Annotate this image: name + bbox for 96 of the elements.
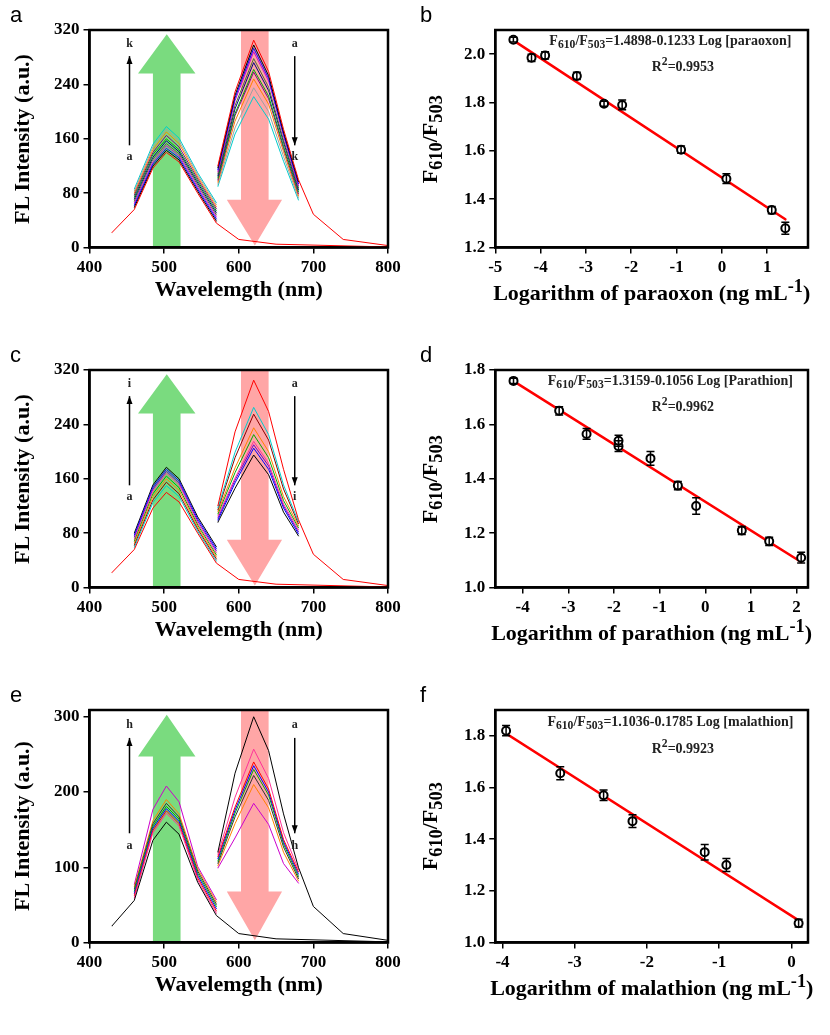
x-tick-label: 1: [746, 597, 756, 617]
x-axis-title: Logarithm of paraoxon (ng mL$^{-1}$): [493, 275, 811, 306]
y-tick-label: 1.0: [464, 931, 486, 951]
x-tick-label: 600: [226, 257, 252, 277]
x-tick-label: -3: [561, 597, 576, 617]
annotation: k: [291, 148, 299, 164]
chart-title: d: [420, 342, 433, 368]
annotation: R$^{2}$=0.9923: [651, 737, 715, 758]
y-tick-label: 200: [54, 781, 80, 801]
y-tick-label: 2.0: [464, 43, 486, 63]
x-axis-title: Logarithm of malathion (ng mL$^{-1}$): [490, 970, 814, 1001]
y-tick-label: 240: [54, 73, 80, 93]
y-tick-label: 160: [54, 468, 80, 488]
annotation: h: [126, 716, 133, 732]
chart-title: c: [10, 342, 21, 368]
x-tick-label: -4: [533, 257, 549, 277]
y-tick-label: 80: [62, 522, 80, 542]
chart-title: a: [10, 2, 23, 28]
annotation: a: [291, 375, 298, 391]
x-tick-label: -5: [488, 257, 503, 277]
x-tick-label: -1: [652, 597, 667, 617]
y-tick-label: 1.0: [464, 576, 486, 596]
y-tick-label: 320: [54, 359, 80, 379]
y-tick-label: 80: [62, 182, 80, 202]
annotation: R$^{2}$=0.9962: [651, 394, 715, 415]
x-tick-label: 800: [375, 952, 401, 972]
x-axis-title: Logarithm of parathion (ng mL$^{-1}$): [491, 615, 812, 646]
y-tick-label: 1.6: [464, 140, 486, 160]
y-tick-label: 320: [54, 19, 80, 39]
annotation: F$_{610}$/F$_{503}$=1.1036-0.1785 Log [malathion]: [547, 713, 794, 733]
chart-title: e: [10, 682, 23, 708]
y-tick-label: 100: [54, 856, 80, 876]
annotation: a: [291, 716, 298, 732]
x-axis-title: Wavelemgth (nm): [154, 970, 323, 997]
y-tick-label: 1.4: [464, 828, 486, 848]
x-tick-label: 700: [300, 597, 327, 617]
annotation: a: [126, 837, 133, 853]
y-axis-title: FL Intensity (a.u.): [8, 393, 35, 564]
x-tick-label: 500: [151, 597, 177, 617]
x-tick-label: 700: [300, 952, 327, 972]
y-tick-label: 160: [54, 128, 80, 148]
y-tick-label: 0: [71, 576, 80, 596]
x-tick-label: -4: [515, 597, 531, 617]
annotation: k: [126, 35, 133, 51]
x-tick-label: 400: [76, 952, 103, 972]
y-axis-title: FL Intensity (a.u.): [8, 741, 35, 912]
x-tick-label: 400: [76, 257, 103, 277]
x-tick-label: -3: [578, 257, 593, 277]
x-tick-label: 0: [701, 597, 710, 617]
annotation: R$^{2}$=0.9953: [651, 54, 715, 75]
y-tick-label: 1.8: [464, 359, 486, 379]
x-tick-label: -3: [567, 952, 582, 972]
x-tick-label: 400: [76, 597, 103, 617]
x-tick-label: 600: [226, 952, 252, 972]
y-tick-label: 1.2: [464, 236, 486, 256]
annotation: i: [127, 375, 132, 391]
annotation: a: [126, 488, 133, 504]
chart-title: b: [420, 2, 433, 28]
y-tick-label: 0: [71, 931, 80, 951]
x-tick-label: 2: [792, 597, 801, 617]
annotation: F$_{610}$/F$_{503}$=1.4898-0.1233 Log [paraoxon]: [549, 32, 792, 52]
x-tick-label: 0: [717, 257, 727, 277]
y-tick-label: 1.8: [464, 725, 486, 745]
x-tick-label: 800: [375, 257, 401, 277]
y-tick-label: 1.6: [464, 413, 486, 433]
y-tick-label: 1.6: [464, 776, 486, 796]
x-tick-label: -2: [639, 952, 655, 972]
x-tick-label: 0: [787, 952, 796, 972]
x-tick-label: 500: [151, 257, 177, 277]
y-tick-label: 300: [54, 706, 80, 726]
y-axis-title: FL Intensity (a.u.): [8, 53, 35, 224]
x-tick-label: 700: [300, 257, 327, 277]
x-tick-label: -4: [495, 952, 511, 972]
x-tick-label: 500: [151, 952, 177, 972]
y-tick-label: 240: [54, 413, 80, 433]
annotation: a: [126, 148, 133, 164]
x-tick-label: 1: [762, 257, 772, 277]
annotation: a: [291, 35, 298, 51]
chart-title: f: [420, 682, 427, 708]
x-tick-label: 800: [375, 597, 401, 617]
annotation: i: [293, 488, 297, 504]
y-tick-label: 1.4: [464, 468, 486, 488]
x-axis-title: Wavelemgth (nm): [154, 615, 323, 642]
y-tick-label: 0: [71, 236, 80, 256]
y-tick-label: 1.2: [464, 880, 486, 900]
y-tick-label: 1.2: [464, 522, 486, 542]
y-tick-label: 1.4: [464, 188, 486, 208]
annotation: h: [291, 837, 299, 853]
x-axis-title: Wavelemgth (nm): [154, 275, 323, 302]
x-tick-label: -1: [712, 952, 727, 972]
x-tick-label: 600: [226, 597, 252, 617]
annotation: F$_{610}$/F$_{503}$=1.3159-0.1056 Log [Parathion]: [547, 372, 793, 392]
x-tick-label: -2: [624, 257, 639, 277]
y-tick-label: 1.8: [464, 91, 486, 111]
x-tick-label: -1: [669, 257, 684, 277]
x-tick-label: -2: [606, 597, 622, 617]
